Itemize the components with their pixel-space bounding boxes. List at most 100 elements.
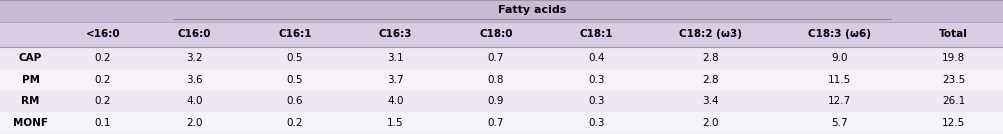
Bar bbox=[0, 47, 61, 69]
Bar bbox=[0, 112, 61, 134]
Bar bbox=[245, 47, 345, 69]
Text: PM: PM bbox=[22, 75, 39, 85]
Bar bbox=[903, 91, 1003, 112]
Text: 23.5: 23.5 bbox=[941, 75, 965, 85]
Bar bbox=[345, 112, 445, 134]
Bar bbox=[903, 22, 1003, 47]
Bar bbox=[245, 69, 345, 91]
Bar bbox=[345, 47, 445, 69]
Text: 0.7: 0.7 bbox=[487, 118, 504, 128]
Text: C16:0: C16:0 bbox=[178, 29, 212, 40]
Bar bbox=[546, 22, 646, 47]
Bar bbox=[646, 22, 774, 47]
Bar bbox=[345, 69, 445, 91]
Bar bbox=[774, 69, 903, 91]
Text: <16:0: <16:0 bbox=[85, 29, 120, 40]
Text: 0.5: 0.5 bbox=[287, 75, 303, 85]
Bar bbox=[903, 69, 1003, 91]
Text: 0.3: 0.3 bbox=[588, 118, 604, 128]
Text: C18:3 (ω6): C18:3 (ω6) bbox=[807, 29, 870, 40]
Text: C16:3: C16:3 bbox=[378, 29, 412, 40]
Bar bbox=[0, 0, 61, 22]
Text: 12.7: 12.7 bbox=[826, 96, 851, 107]
Bar bbox=[345, 22, 445, 47]
Bar bbox=[345, 91, 445, 112]
Bar bbox=[61, 0, 1003, 22]
Text: 0.2: 0.2 bbox=[287, 118, 303, 128]
Text: 0.9: 0.9 bbox=[487, 96, 504, 107]
Bar bbox=[0, 22, 61, 47]
Bar bbox=[245, 112, 345, 134]
Text: C18:2 (ω3): C18:2 (ω3) bbox=[679, 29, 741, 40]
Text: 0.2: 0.2 bbox=[94, 53, 111, 63]
Bar bbox=[445, 47, 546, 69]
Text: 0.1: 0.1 bbox=[94, 118, 111, 128]
Bar bbox=[903, 47, 1003, 69]
Bar bbox=[546, 112, 646, 134]
Bar bbox=[546, 91, 646, 112]
Bar bbox=[445, 112, 546, 134]
Bar bbox=[646, 47, 774, 69]
Bar bbox=[445, 22, 546, 47]
Bar bbox=[144, 91, 245, 112]
Bar bbox=[245, 22, 345, 47]
Bar bbox=[774, 91, 903, 112]
Bar bbox=[546, 47, 646, 69]
Text: 3.7: 3.7 bbox=[387, 75, 403, 85]
Bar bbox=[61, 91, 144, 112]
Text: 3.6: 3.6 bbox=[187, 75, 203, 85]
Bar bbox=[646, 112, 774, 134]
Text: C18:0: C18:0 bbox=[478, 29, 513, 40]
Bar bbox=[546, 69, 646, 91]
Bar bbox=[646, 69, 774, 91]
Bar bbox=[445, 91, 546, 112]
Text: 4.0: 4.0 bbox=[187, 96, 203, 107]
Bar bbox=[144, 22, 245, 47]
Bar bbox=[61, 22, 144, 47]
Bar bbox=[245, 91, 345, 112]
Bar bbox=[445, 69, 546, 91]
Text: 11.5: 11.5 bbox=[826, 75, 851, 85]
Text: MONF: MONF bbox=[13, 118, 48, 128]
Text: C16:1: C16:1 bbox=[278, 29, 312, 40]
Text: 5.7: 5.7 bbox=[830, 118, 847, 128]
Text: 2.8: 2.8 bbox=[702, 53, 718, 63]
Text: 2.8: 2.8 bbox=[702, 75, 718, 85]
Text: Fatty acids: Fatty acids bbox=[497, 5, 567, 15]
Bar bbox=[774, 22, 903, 47]
Text: C18:1: C18:1 bbox=[579, 29, 613, 40]
Text: 4.0: 4.0 bbox=[387, 96, 403, 107]
Text: 0.2: 0.2 bbox=[94, 75, 111, 85]
Text: 26.1: 26.1 bbox=[941, 96, 965, 107]
Bar bbox=[61, 112, 144, 134]
Bar bbox=[144, 69, 245, 91]
Text: RM: RM bbox=[21, 96, 40, 107]
Bar bbox=[144, 47, 245, 69]
Text: 12.5: 12.5 bbox=[941, 118, 965, 128]
Bar bbox=[903, 112, 1003, 134]
Bar bbox=[0, 69, 61, 91]
Bar bbox=[774, 112, 903, 134]
Bar bbox=[774, 47, 903, 69]
Text: 0.3: 0.3 bbox=[588, 75, 604, 85]
Text: Total: Total bbox=[939, 29, 967, 40]
Text: 0.5: 0.5 bbox=[287, 53, 303, 63]
Text: 0.6: 0.6 bbox=[287, 96, 303, 107]
Bar bbox=[646, 91, 774, 112]
Text: 9.0: 9.0 bbox=[830, 53, 847, 63]
Text: CAP: CAP bbox=[19, 53, 42, 63]
Text: 0.4: 0.4 bbox=[588, 53, 604, 63]
Text: 0.8: 0.8 bbox=[487, 75, 504, 85]
Bar bbox=[144, 112, 245, 134]
Bar bbox=[61, 69, 144, 91]
Bar bbox=[61, 47, 144, 69]
Text: 1.5: 1.5 bbox=[387, 118, 403, 128]
Text: 0.7: 0.7 bbox=[487, 53, 504, 63]
Text: 0.3: 0.3 bbox=[588, 96, 604, 107]
Text: 2.0: 2.0 bbox=[702, 118, 718, 128]
Text: 3.2: 3.2 bbox=[187, 53, 203, 63]
Text: 2.0: 2.0 bbox=[187, 118, 203, 128]
Text: 3.4: 3.4 bbox=[702, 96, 718, 107]
Bar bbox=[0, 91, 61, 112]
Text: 0.2: 0.2 bbox=[94, 96, 111, 107]
